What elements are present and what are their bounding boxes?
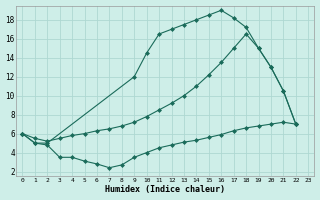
X-axis label: Humidex (Indice chaleur): Humidex (Indice chaleur) <box>105 185 225 194</box>
